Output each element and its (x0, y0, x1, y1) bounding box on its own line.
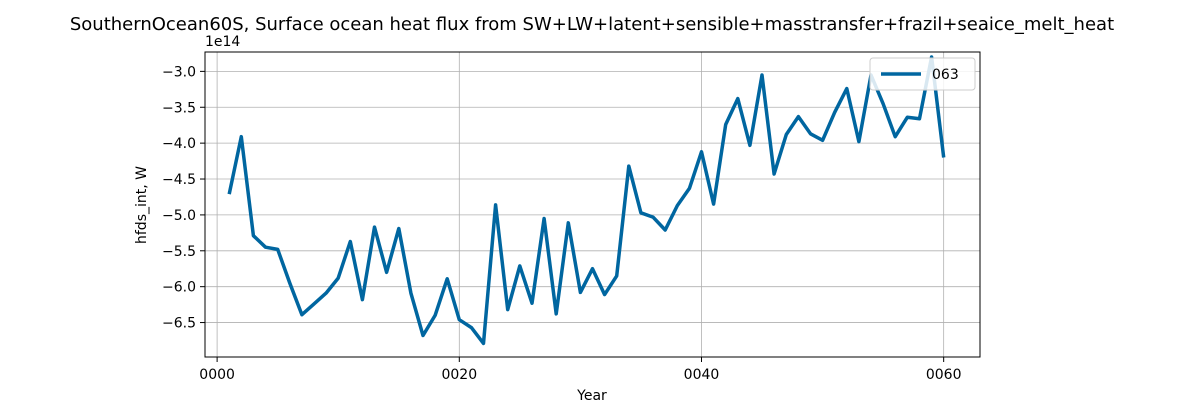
y-tick-label: −6.5 (162, 316, 196, 332)
y-tick-label: −6.0 (162, 280, 196, 296)
x-tick-label: 0040 (684, 367, 720, 383)
plot-frame (204, 51, 981, 358)
legend: 063 (869, 57, 976, 91)
series-line-063 (227, 55, 946, 346)
chart-title: SouthernOcean60S, Surface ocean heat flu… (70, 14, 1114, 35)
y-tick-label: −3.0 (162, 64, 196, 80)
y-tick-label: −5.0 (162, 208, 196, 224)
grid (205, 52, 980, 357)
y-tick-label: −5.5 (162, 244, 196, 260)
y-axis: −3.0 −3.5 −4.0 −4.5 −5.0 −5.5 −6.0 −6.5 (162, 64, 205, 332)
y-tick-label: −4.5 (162, 172, 196, 188)
y-offset-label: 1e14 (205, 34, 240, 50)
y-tick-label: −4.0 (162, 136, 196, 152)
y-tick-label: −3.5 (162, 100, 196, 116)
x-tick-label: 0060 (926, 367, 962, 383)
series-lines (227, 55, 946, 346)
legend-label-063: 063 (932, 67, 959, 83)
x-tick-label: 0000 (199, 367, 235, 383)
x-tick-label: 0020 (441, 367, 477, 383)
x-axis-label: Year (576, 388, 607, 404)
x-axis: 0000 0020 0040 0060 (199, 357, 961, 383)
legend-box (869, 57, 976, 91)
y-axis-label: hfds_int, W (134, 166, 150, 244)
